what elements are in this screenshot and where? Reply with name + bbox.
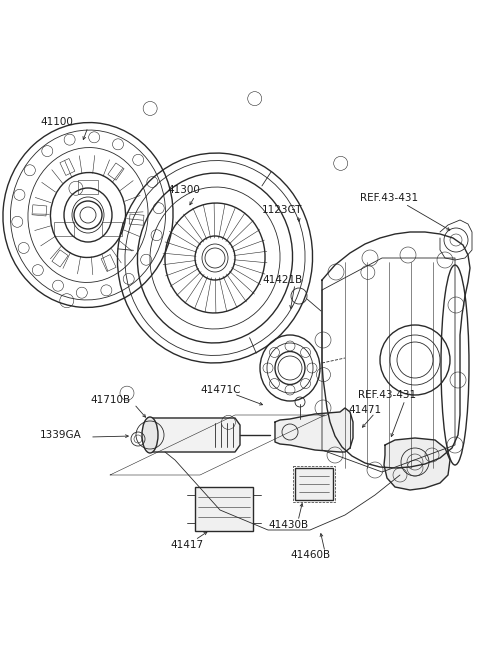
Text: 41710B: 41710B [90, 395, 130, 405]
Bar [78, 180, 98, 194]
Text: 41471: 41471 [348, 405, 381, 415]
Bar [32, 205, 47, 216]
Text: 41430B: 41430B [268, 520, 308, 530]
Bar [293, 466, 335, 502]
Polygon shape [150, 418, 240, 452]
Bar [108, 163, 124, 180]
FancyBboxPatch shape [195, 487, 253, 531]
Text: 1123GT: 1123GT [262, 205, 302, 215]
Bar [101, 255, 116, 271]
Bar [52, 250, 68, 267]
Bar [295, 468, 333, 500]
Text: 41417: 41417 [170, 540, 203, 550]
Ellipse shape [142, 417, 158, 453]
Text: REF.43-431: REF.43-431 [360, 193, 418, 203]
Text: REF.43-431: REF.43-431 [358, 390, 416, 400]
Polygon shape [384, 438, 450, 490]
Bar [60, 159, 75, 176]
Bar [129, 214, 144, 225]
Text: 41421B: 41421B [262, 275, 302, 285]
Text: 41100: 41100 [40, 117, 73, 127]
Bar [102, 222, 122, 236]
Text: 41460B: 41460B [290, 550, 330, 560]
Bar [54, 222, 74, 236]
Text: 41471C: 41471C [200, 385, 240, 395]
Text: 41300: 41300 [167, 185, 200, 195]
Text: 1339GA: 1339GA [40, 430, 82, 440]
Polygon shape [275, 408, 353, 452]
